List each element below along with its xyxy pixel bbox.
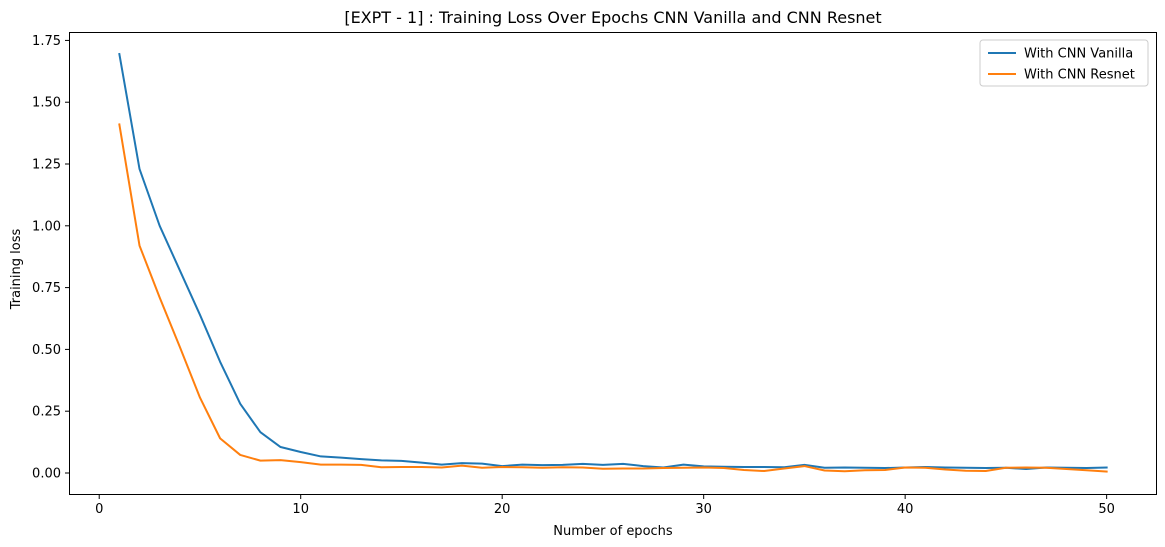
y-tick-label: 1.25 bbox=[32, 158, 61, 173]
x-tick-label: 10 bbox=[292, 502, 309, 517]
y-tick-label: 0.50 bbox=[32, 343, 61, 358]
plot-lines bbox=[118, 52, 1108, 473]
axis-ticks: 0 10 20 30 40 50 0.00 0.25 0.50 0.75 1.00 1.25 1.50 1… bbox=[32, 34, 1115, 517]
legend-label: With CNN Resnet bbox=[1024, 68, 1135, 83]
y-axis-label: Training loss bbox=[9, 229, 24, 311]
x-axis-label: Number of epochs bbox=[553, 524, 673, 539]
series-line-with-cnn-resnet bbox=[118, 123, 1108, 473]
y-tick-label: 1.75 bbox=[32, 34, 61, 49]
y-tick-label: 0.75 bbox=[32, 281, 61, 296]
x-tick-label: 40 bbox=[897, 502, 914, 517]
legend-label: With CNN Vanilla bbox=[1024, 47, 1133, 62]
x-tick-label: 30 bbox=[695, 502, 712, 517]
series-line-with-cnn-vanilla bbox=[118, 52, 1108, 471]
chart-title: [EXPT - 1] : Training Loss Over Epochs C… bbox=[344, 8, 881, 27]
x-tick-label: 20 bbox=[494, 502, 511, 517]
x-tick-label: 0 bbox=[95, 502, 103, 517]
legend: With CNN Vanilla With CNN Resnet bbox=[979, 39, 1149, 87]
y-tick-label: 1.00 bbox=[32, 219, 61, 234]
plot-frame bbox=[69, 32, 1157, 495]
y-tick-label: 0.25 bbox=[32, 405, 61, 420]
y-tick-label: 0.00 bbox=[32, 466, 61, 481]
legend-box bbox=[979, 39, 1149, 87]
y-tick-label: 1.50 bbox=[32, 96, 61, 111]
x-tick-label: 50 bbox=[1098, 502, 1115, 517]
